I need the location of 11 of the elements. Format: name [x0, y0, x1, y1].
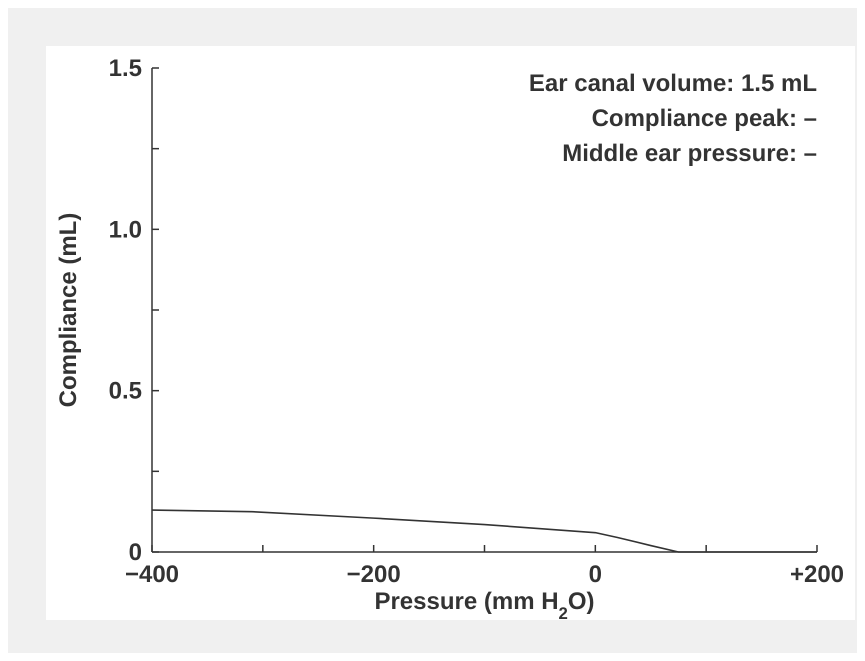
y-tick-label: 0.5 — [108, 378, 142, 405]
x-tick-label: −200 — [346, 561, 401, 588]
y-tick-label: 1.0 — [108, 216, 142, 244]
annotation: Middle ear pressure: – — [562, 140, 817, 167]
y-tick-label: 1.5 — [108, 55, 142, 82]
y-axis-title: Compliance (mL) — [55, 212, 82, 408]
x-tick-label: 0 — [588, 561, 602, 588]
annotation: Compliance peak: – — [592, 105, 817, 132]
x-tick-label: +200 — [790, 561, 844, 588]
x-axis-title: Pressure (mm H$_{2}$O) — [374, 588, 595, 622]
annotation: Ear canal volume: 1.5 mL — [528, 70, 817, 97]
